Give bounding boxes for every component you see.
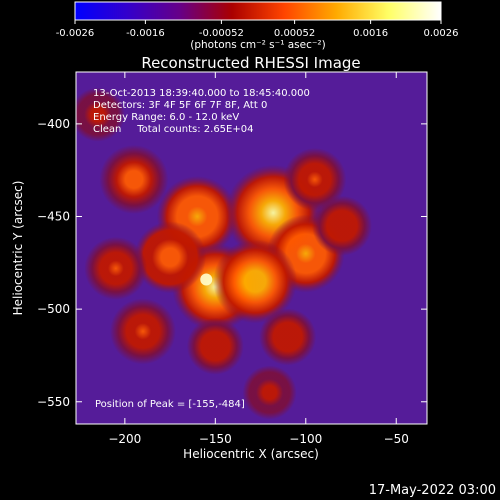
- y-axis-label: Heliocentric Y (arcsec): [11, 181, 25, 316]
- colorbar-tick-label: 0.0026: [424, 28, 459, 39]
- heatmap-source-region: [134, 221, 207, 294]
- y-tick-label: −400: [37, 117, 70, 131]
- heatmap-source-region: [99, 144, 169, 214]
- y-axis-ticks: −550 −500 −450 −400: [37, 117, 427, 409]
- heatmap-image: [76, 72, 427, 424]
- heatmap-sources: [76, 87, 372, 420]
- annotation-block: 13-Oct-2013 18:39:40.000 to 18:45:40.000…: [93, 88, 310, 135]
- colorbar-units: (photons cm⁻² s⁻¹ asec⁻²): [190, 39, 325, 51]
- colorbar-tick-label: 0.00052: [274, 28, 315, 39]
- heatmap-source-region: [109, 298, 176, 365]
- annotation-detectors: Detectors: 3F 4F 5F 6F 7F 8F, Att 0: [93, 100, 267, 111]
- annotation-time-range: 13-Oct-2013 18:39:40.000 to 18:45:40.000: [93, 88, 310, 99]
- colorbar-tick-label: -0.0016: [126, 28, 165, 39]
- heatmap-source-region: [242, 365, 297, 420]
- plot-frame: [75, 71, 428, 425]
- peak-position-label: Position of Peak = [-155,-484]: [95, 399, 245, 410]
- x-tick-label: −200: [108, 432, 141, 446]
- colorbar-tick-label: 0.0016: [353, 28, 388, 39]
- heatmap-source-region: [76, 87, 125, 142]
- heatmap-source-region: [283, 147, 347, 211]
- x-axis-label: Heliocentric X (arcsec): [183, 447, 319, 461]
- peak-marker: [200, 273, 213, 286]
- heatmap-source-region: [213, 239, 298, 324]
- x-tick-label: −50: [384, 432, 409, 446]
- x-axis-ticks: −200 −150 −100 −50: [108, 72, 409, 446]
- colorbar-tick-label: -0.0026: [56, 28, 95, 39]
- footer-timestamp: 17-May-2022 03:00: [369, 483, 496, 498]
- colorbar-tick-label: -0.00052: [199, 28, 244, 39]
- colorbar: -0.0026 -0.0016 -0.00052 0.00052 0.0016 0.002…: [56, 1, 459, 51]
- colorbar-ticks: -0.0026 -0.0016 -0.00052 0.00052 0.0016 0.002…: [56, 20, 459, 39]
- y-tick-label: −550: [37, 395, 70, 409]
- x-tick-label: −100: [289, 432, 322, 446]
- heatmap-source-region: [186, 317, 244, 375]
- annotation-energy-range: Energy Range: 6.0 - 12.0 keV: [93, 112, 239, 123]
- colorbar-gradient: [74, 1, 442, 21]
- annotation-total-counts: Clean Total counts: 2.65E+04: [93, 124, 253, 135]
- heatmap-source-region: [84, 236, 148, 300]
- heatmap-source-region: [259, 308, 317, 366]
- chart-title: Reconstructed RHESSI Image: [141, 54, 360, 72]
- y-tick-label: −500: [37, 302, 70, 316]
- x-tick-label: −150: [199, 432, 232, 446]
- y-tick-label: −450: [37, 210, 70, 224]
- heatmap-source-region: [311, 195, 372, 256]
